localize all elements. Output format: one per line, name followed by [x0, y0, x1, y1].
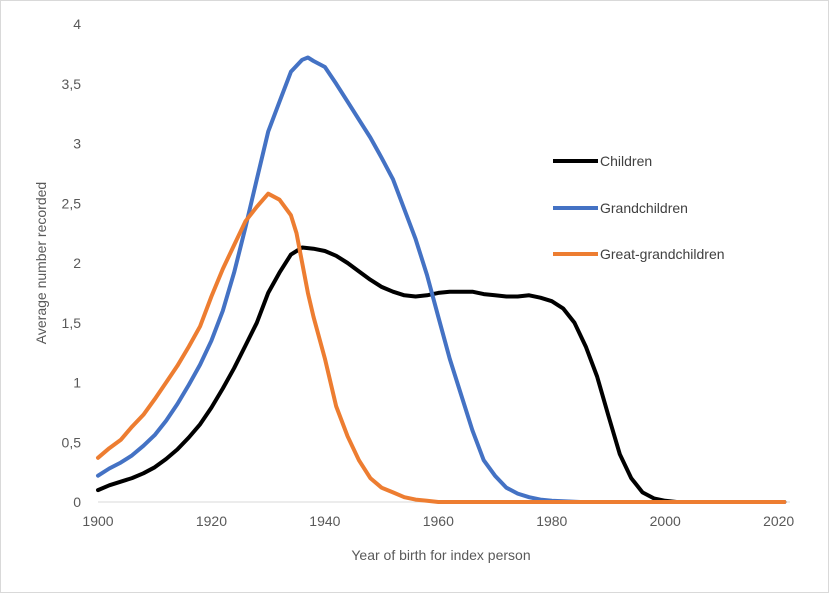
- legend-label-grandchildren: Grandchildren: [600, 200, 688, 216]
- y-tick-label: 3,5: [62, 76, 82, 92]
- y-tick-label: 1: [73, 375, 81, 391]
- legend-label-great-grandchildren: Great-grandchildren: [600, 246, 725, 262]
- y-tick-label: 3: [73, 136, 81, 152]
- x-tick-label: 1900: [82, 513, 113, 529]
- x-axis-title: Year of birth for index person: [351, 547, 530, 563]
- x-tick-label: 1920: [196, 513, 227, 529]
- legend-label-children: Children: [600, 153, 652, 169]
- y-tick-label: 2: [73, 255, 81, 271]
- x-tick-label: 1960: [423, 513, 454, 529]
- x-tick-label: 2020: [763, 513, 794, 529]
- series-line-great-grandchildren: [96, 191, 787, 504]
- legend-item-great-grandchildren: Great-grandchildren: [553, 246, 725, 262]
- y-tick-label: 0,5: [62, 434, 82, 450]
- x-tick-labels: 1900 1920 1940 1960 1980 2000 2020: [82, 513, 794, 529]
- x-tick-label: 2000: [650, 513, 681, 529]
- series-line-children: [96, 245, 787, 504]
- legend: Children Grandchildren Great-grandchildr…: [553, 153, 725, 262]
- x-tick-label: 1980: [536, 513, 567, 529]
- y-tick-label: 1,5: [62, 315, 82, 331]
- y-tick-label: 4: [73, 16, 81, 32]
- legend-item-grandchildren: Grandchildren: [553, 200, 688, 216]
- y-tick-labels: 0 0,5 1 1,5 2 2,5 3 3,5 4: [62, 16, 82, 510]
- series-line-grandchildren: [96, 55, 787, 504]
- y-tick-label: 0: [73, 494, 81, 510]
- y-axis-title: Average number recorded: [33, 182, 49, 344]
- y-tick-label: 2,5: [62, 195, 82, 211]
- legend-item-children: Children: [553, 153, 652, 169]
- x-tick-label: 1940: [309, 513, 340, 529]
- series-lines: [96, 55, 787, 504]
